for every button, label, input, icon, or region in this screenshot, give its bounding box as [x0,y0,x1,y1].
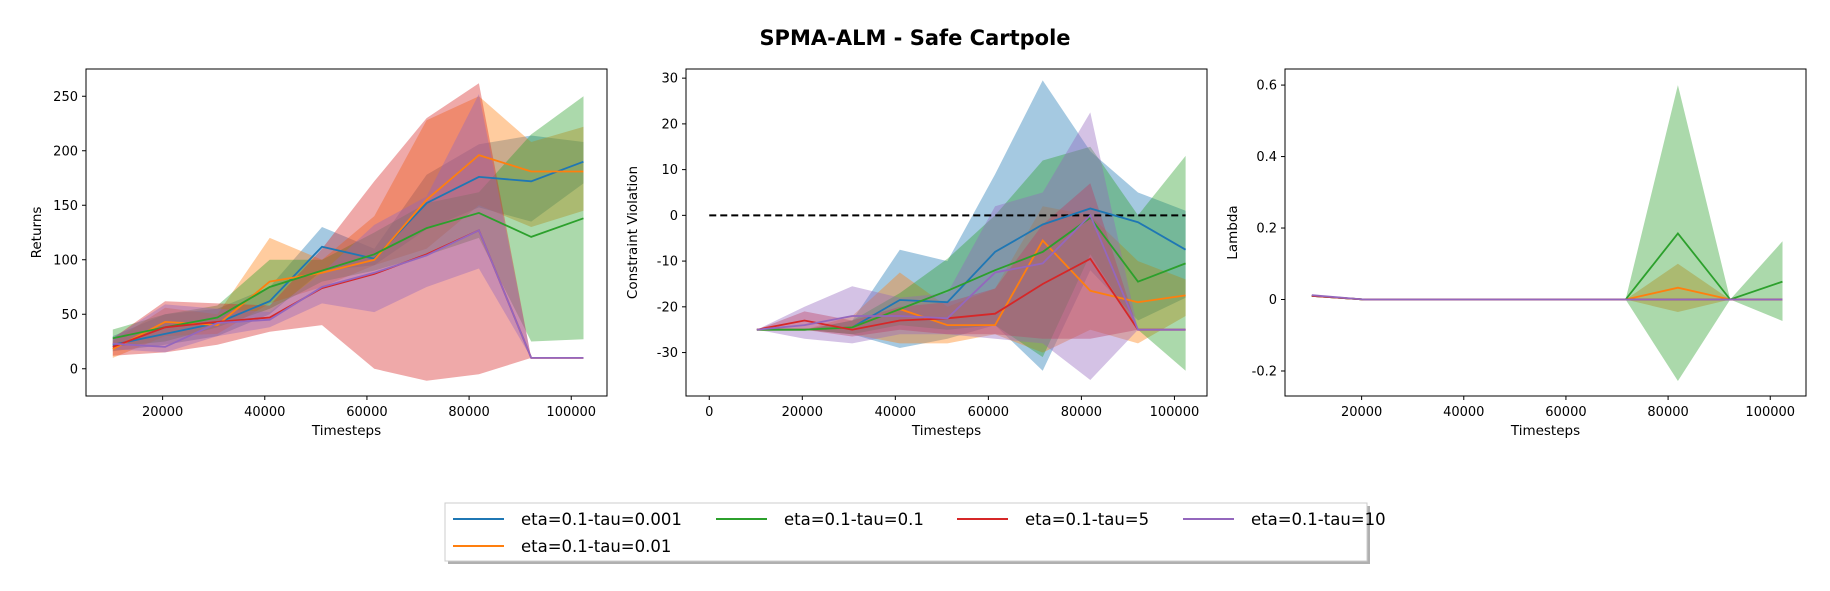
x-axis-label: Timesteps [911,423,981,439]
returns-band-eta-0-1-tau-0-001 [112,135,584,352]
lambda-line-eta-0-1-tau-10 [1311,294,1783,301]
returns-line-eta-0-1-tau-0-01 [112,154,584,350]
x-tick-label: 80000 [1061,405,1102,420]
returns-line-eta-0-1-tau-10 [112,229,584,359]
y-tick-label: 0.2 [1256,222,1277,237]
legend-label-eta-0-1-tau-0-01: eta=0.1-tau=0.01 [521,537,671,556]
returns-band-eta-0-1-tau-5 [112,83,584,381]
x-tick-label: 40000 [875,405,916,420]
x-tick-label: 60000 [968,405,1009,420]
returns-band-eta-0-1-tau-0-01 [112,96,584,358]
y-tick-label: 0.4 [1256,150,1277,165]
x-tick-label: 40000 [1443,405,1484,420]
x-tick-label: 60000 [346,405,387,420]
y-tick-label: 100 [53,253,78,268]
y-tick-label: -0.2 [1252,364,1277,379]
constraint-violation-panel: 0 20000 40000 60000 80000 100000 -30 -20 -10 0 10 2… [625,68,1208,439]
constraint-violation-band-eta-0-1-tau-0-001 [756,80,1186,371]
y-tick-label: 0 [670,209,678,224]
x-tick-label: 80000 [1647,405,1688,420]
constraint-violation-line-eta-0-1-tau-0-1 [756,216,1186,331]
constraint-violation-line-eta-0-1-tau-5 [756,257,1186,331]
x-tick-label: 20000 [782,405,823,420]
returns-line-eta-0-1-tau-0-001 [112,160,584,346]
y-axis-label: Constraint Violation [625,166,641,299]
y-tick-label: 0 [1269,293,1277,308]
legend-label-eta-0-1-tau-0-1: eta=0.1-tau=0.1 [784,510,924,529]
returns-line-eta-0-1-tau-0-1 [112,211,584,340]
x-tick-label: 20000 [142,405,183,420]
x-tick-label: 20000 [1341,405,1382,420]
x-tick-label: 100000 [1745,405,1795,420]
returns-band-eta-0-1-tau-10 [112,94,584,358]
x-tick-label: 100000 [546,405,596,420]
y-axis-label: Returns [29,207,45,259]
returns-axes-frame [85,68,608,397]
returns-band-eta-0-1-tau-0-1 [112,96,584,347]
legend-label-eta-0-1-tau-10: eta=0.1-tau=10 [1251,510,1386,529]
y-tick-label: -10 [657,255,678,270]
y-tick-label: 10 [661,163,678,178]
x-tick-label: 80000 [448,405,489,420]
figure-title: SPMA-ALM - Safe Cartpole [759,26,1070,50]
x-axis-label: Timesteps [311,423,381,439]
y-tick-label: 200 [53,144,78,159]
lambda-panel: 20000 40000 60000 80000 100000 -0.2 0 0.2 0.4 0.6… [1225,68,1807,439]
constraint-violation-band-eta-0-1-tau-0-1 [756,146,1186,371]
legend-label-eta-0-1-tau-5: eta=0.1-tau=5 [1025,510,1149,529]
y-tick-label: -30 [657,346,678,361]
returns-panel: 20000 40000 60000 80000 100000 0 50 100 150 200 25… [29,68,608,439]
x-tick-label: 100000 [1150,405,1200,420]
y-tick-label: 150 [53,199,78,214]
legend: eta=0.1-tau=0.001 eta=0.1-tau=0.1 eta=0.1-… [444,502,1386,564]
x-tick-label: 0 [705,405,713,420]
y-tick-label: 30 [661,72,678,87]
x-tick-label: 60000 [1545,405,1586,420]
y-tick-label: -20 [657,300,678,315]
x-axis-label: Timesteps [1510,423,1580,439]
lambda-band-eta-0-1-tau-0-1 [1311,85,1783,381]
y-tick-label: 50 [61,308,78,323]
legend-frame [444,502,1368,562]
legend-label-eta-0-1-tau-0-001: eta=0.1-tau=0.001 [521,510,682,529]
constraint-violation-axes-frame [685,68,1208,397]
y-tick-label: 0 [70,362,78,377]
constraint-violation-band-eta-0-1-tau-10 [756,112,1186,381]
constraint-violation-band-eta-0-1-tau-5 [756,183,1186,339]
y-tick-label: 0.6 [1256,79,1277,94]
y-tick-label: 250 [53,90,78,105]
y-axis-label: Lambda [1225,205,1241,259]
y-tick-label: 20 [661,117,678,132]
constraint-violation-line-eta-0-1-tau-10 [756,213,1186,331]
x-tick-label: 40000 [244,405,285,420]
lambda-axes-frame [1284,68,1807,397]
